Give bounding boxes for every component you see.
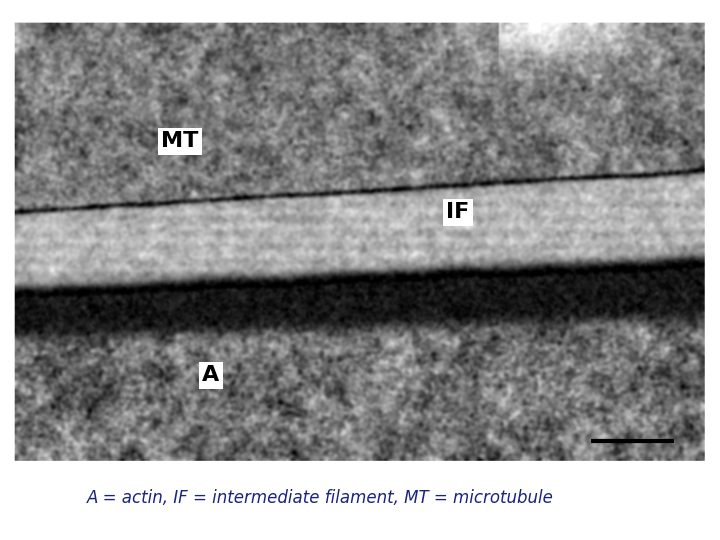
Text: A: A	[202, 365, 220, 385]
Text: MT: MT	[161, 131, 199, 151]
Text: A = actin, IF = intermediate filament, MT = microtubule: A = actin, IF = intermediate filament, M…	[86, 489, 553, 507]
Text: IF: IF	[446, 202, 469, 222]
